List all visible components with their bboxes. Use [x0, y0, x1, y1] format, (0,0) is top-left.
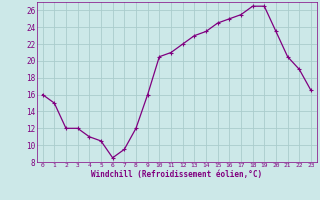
X-axis label: Windchill (Refroidissement éolien,°C): Windchill (Refroidissement éolien,°C): [91, 170, 262, 179]
